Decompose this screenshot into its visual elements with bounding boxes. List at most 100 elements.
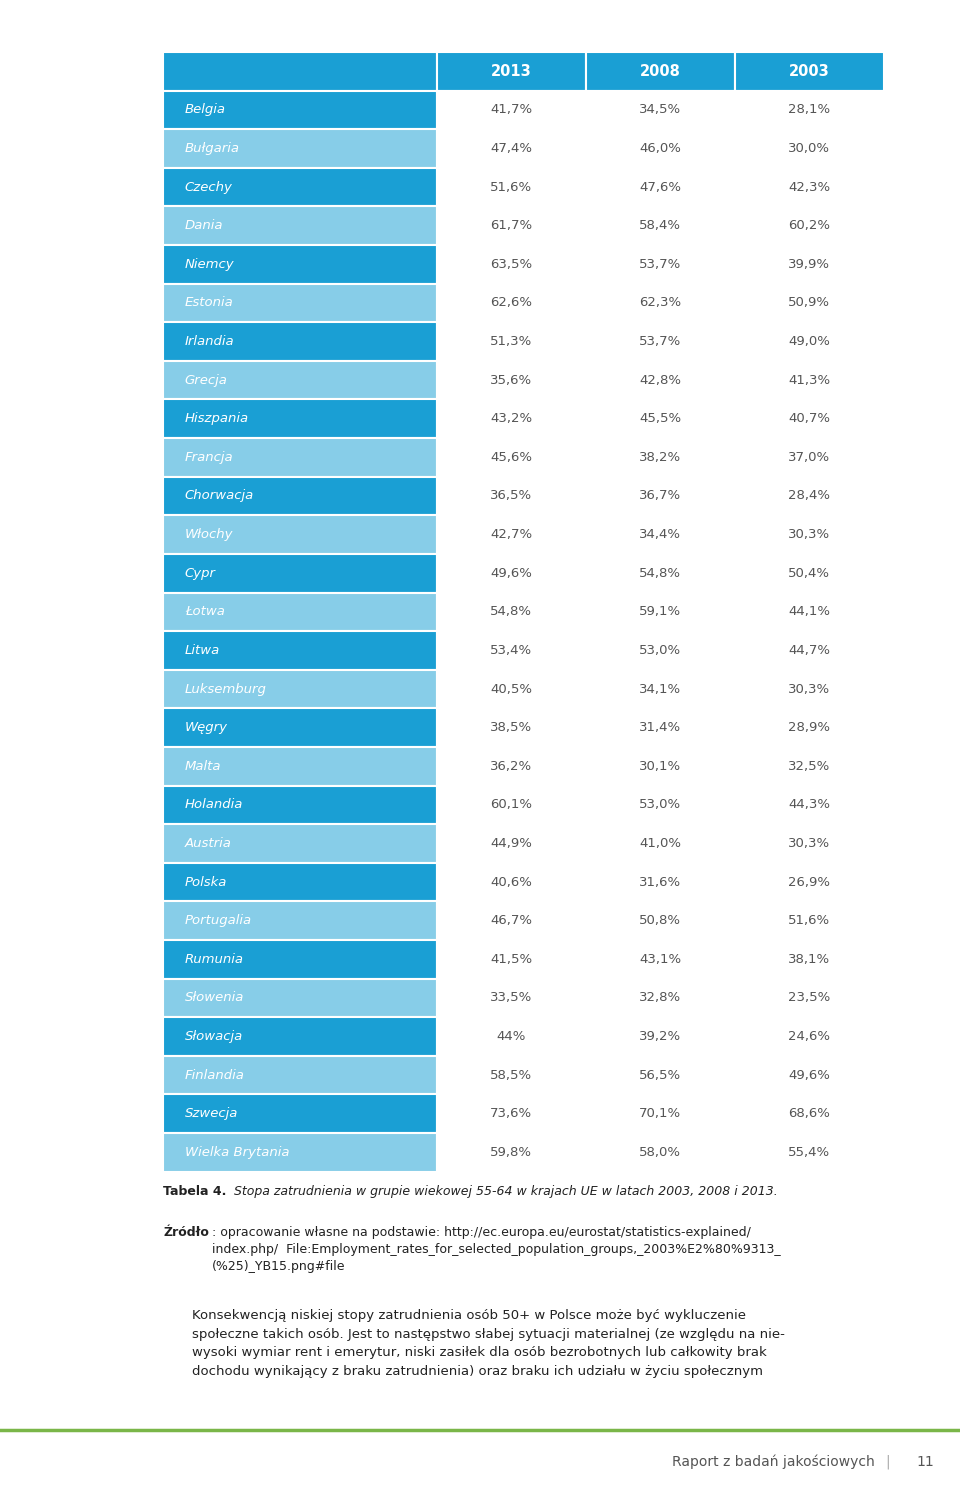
Text: 30,0%: 30,0% <box>788 143 830 154</box>
FancyBboxPatch shape <box>735 477 884 515</box>
Text: 36,5%: 36,5% <box>491 490 533 502</box>
FancyBboxPatch shape <box>163 168 437 206</box>
Text: 41,7%: 41,7% <box>491 104 533 116</box>
Text: Rumunia: Rumunia <box>184 953 244 965</box>
FancyBboxPatch shape <box>735 824 884 863</box>
Text: |: | <box>886 1454 890 1469</box>
Text: 58,5%: 58,5% <box>491 1069 533 1081</box>
Text: 35,6%: 35,6% <box>491 374 533 386</box>
Text: 32,5%: 32,5% <box>788 760 830 772</box>
FancyBboxPatch shape <box>735 1056 884 1094</box>
Text: 41,3%: 41,3% <box>788 374 830 386</box>
FancyBboxPatch shape <box>586 399 735 438</box>
FancyBboxPatch shape <box>586 708 735 747</box>
Text: Litwa: Litwa <box>184 644 220 656</box>
Text: Słowenia: Słowenia <box>184 992 244 1004</box>
FancyBboxPatch shape <box>163 708 437 747</box>
FancyBboxPatch shape <box>735 206 884 245</box>
FancyBboxPatch shape <box>163 1017 437 1056</box>
FancyBboxPatch shape <box>735 554 884 593</box>
Text: 42,3%: 42,3% <box>788 181 830 193</box>
Text: 43,2%: 43,2% <box>491 413 533 425</box>
Text: 38,5%: 38,5% <box>491 722 533 734</box>
Text: 28,9%: 28,9% <box>788 722 830 734</box>
Text: Dania: Dania <box>184 220 224 232</box>
Text: Słowacja: Słowacja <box>184 1031 243 1042</box>
Text: Austria: Austria <box>184 838 231 849</box>
Text: 38,2%: 38,2% <box>639 451 682 463</box>
Text: 47,4%: 47,4% <box>491 143 532 154</box>
FancyBboxPatch shape <box>437 361 586 399</box>
FancyBboxPatch shape <box>437 593 586 631</box>
Text: 62,6%: 62,6% <box>491 297 532 309</box>
FancyBboxPatch shape <box>586 940 735 979</box>
Text: 73,6%: 73,6% <box>491 1108 533 1120</box>
Text: 61,7%: 61,7% <box>491 220 533 232</box>
FancyBboxPatch shape <box>437 1017 586 1056</box>
FancyBboxPatch shape <box>735 1017 884 1056</box>
Text: 46,0%: 46,0% <box>639 143 682 154</box>
FancyBboxPatch shape <box>586 129 735 168</box>
Text: 53,7%: 53,7% <box>639 258 682 270</box>
Text: 2008: 2008 <box>640 64 681 79</box>
FancyBboxPatch shape <box>437 979 586 1017</box>
Text: 36,7%: 36,7% <box>639 490 682 502</box>
FancyBboxPatch shape <box>586 91 735 129</box>
Text: Holandia: Holandia <box>184 799 243 811</box>
Text: 60,1%: 60,1% <box>491 799 532 811</box>
Text: 53,4%: 53,4% <box>491 644 533 656</box>
Text: 59,8%: 59,8% <box>491 1146 532 1158</box>
FancyBboxPatch shape <box>735 863 884 901</box>
Text: 50,9%: 50,9% <box>788 297 830 309</box>
FancyBboxPatch shape <box>163 940 437 979</box>
Text: 30,3%: 30,3% <box>788 683 830 695</box>
Text: 44,3%: 44,3% <box>788 799 830 811</box>
Text: 30,1%: 30,1% <box>639 760 682 772</box>
FancyBboxPatch shape <box>437 245 586 284</box>
FancyBboxPatch shape <box>437 129 586 168</box>
Text: Czechy: Czechy <box>184 181 232 193</box>
Text: Francja: Francja <box>184 451 233 463</box>
FancyBboxPatch shape <box>586 1017 735 1056</box>
Text: 45,6%: 45,6% <box>491 451 532 463</box>
FancyBboxPatch shape <box>163 786 437 824</box>
FancyBboxPatch shape <box>437 515 586 554</box>
FancyBboxPatch shape <box>163 361 437 399</box>
FancyBboxPatch shape <box>735 515 884 554</box>
Text: 51,6%: 51,6% <box>788 915 830 927</box>
FancyBboxPatch shape <box>735 438 884 477</box>
FancyBboxPatch shape <box>437 1094 586 1133</box>
FancyBboxPatch shape <box>586 670 735 708</box>
FancyBboxPatch shape <box>163 206 437 245</box>
FancyBboxPatch shape <box>586 361 735 399</box>
Text: 2003: 2003 <box>789 64 829 79</box>
Text: 39,2%: 39,2% <box>639 1031 682 1042</box>
Text: 60,2%: 60,2% <box>788 220 830 232</box>
Text: 53,0%: 53,0% <box>639 799 682 811</box>
FancyBboxPatch shape <box>735 747 884 786</box>
Text: 50,8%: 50,8% <box>639 915 682 927</box>
FancyBboxPatch shape <box>735 91 884 129</box>
Text: 58,0%: 58,0% <box>639 1146 682 1158</box>
Text: 51,3%: 51,3% <box>491 336 533 347</box>
FancyBboxPatch shape <box>586 593 735 631</box>
FancyBboxPatch shape <box>735 1133 884 1172</box>
FancyBboxPatch shape <box>586 206 735 245</box>
FancyBboxPatch shape <box>586 52 735 91</box>
Text: Niemcy: Niemcy <box>184 258 234 270</box>
FancyBboxPatch shape <box>586 554 735 593</box>
Text: 40,6%: 40,6% <box>491 876 532 888</box>
FancyBboxPatch shape <box>735 940 884 979</box>
FancyBboxPatch shape <box>163 824 437 863</box>
Text: 45,5%: 45,5% <box>639 413 682 425</box>
Text: Irlandia: Irlandia <box>184 336 234 347</box>
FancyBboxPatch shape <box>735 708 884 747</box>
Text: 44,7%: 44,7% <box>788 644 830 656</box>
FancyBboxPatch shape <box>163 91 437 129</box>
FancyBboxPatch shape <box>163 1133 437 1172</box>
FancyBboxPatch shape <box>586 1133 735 1172</box>
Text: 40,7%: 40,7% <box>788 413 830 425</box>
Text: Stopa zatrudnienia w grupie wiekowej 55-64 w krajach UE w latach 2003, 2008 i 20: Stopa zatrudnienia w grupie wiekowej 55-… <box>230 1185 778 1198</box>
Text: 41,5%: 41,5% <box>491 953 533 965</box>
Text: Węgry: Węgry <box>184 722 228 734</box>
